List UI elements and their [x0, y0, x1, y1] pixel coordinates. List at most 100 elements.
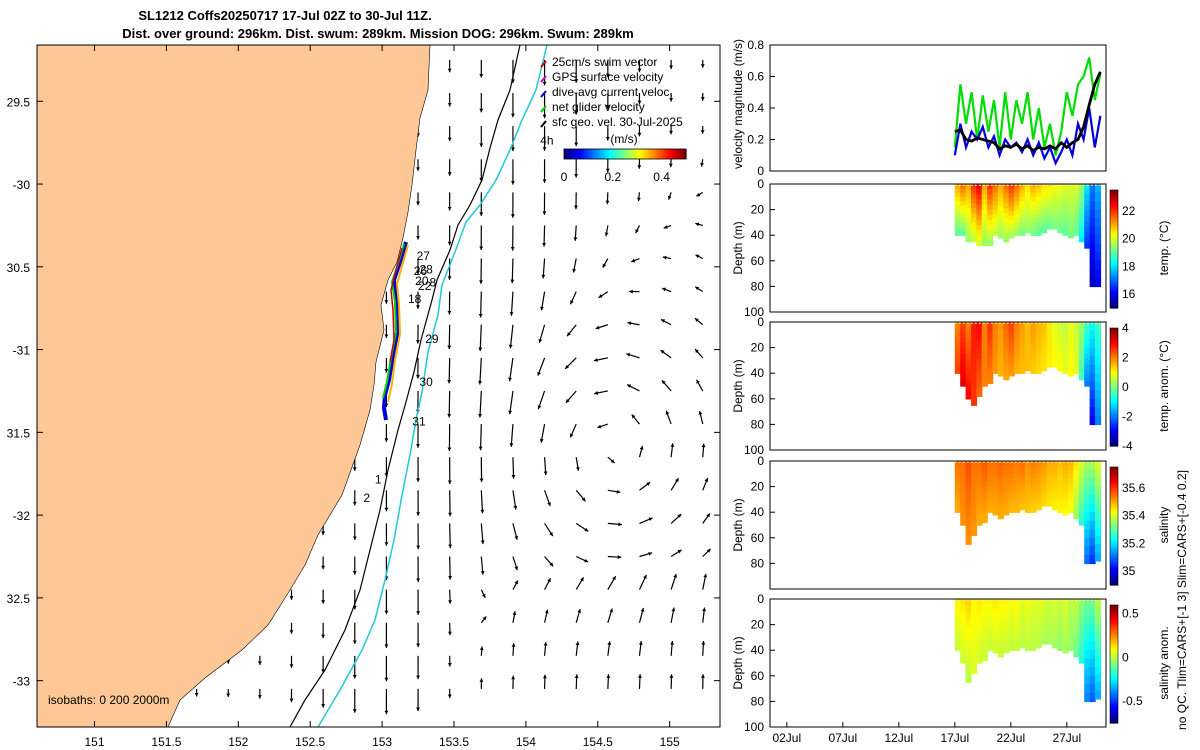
heatmap-cell: [998, 514, 1004, 520]
heatmap-cell: [1025, 220, 1031, 225]
heatmap-cell: [966, 537, 972, 545]
heatmap-cell: [976, 472, 982, 478]
heatmap-cell: [1090, 642, 1096, 651]
heatmap-cell: [1057, 358, 1063, 363]
heatmap-cell: [1068, 625, 1074, 630]
map-x-tick-label: 154.5: [583, 735, 613, 749]
heatmap-cell: [1073, 604, 1079, 610]
heatmap-cell: [993, 210, 999, 215]
heatmap-cell: [1020, 326, 1026, 331]
heatmap-cell: [1009, 353, 1015, 358]
heatmap-cell: [1079, 198, 1085, 204]
heatmap-cell: [1057, 196, 1063, 201]
heatmap-cell: [1068, 495, 1074, 500]
heatmap-cell: [1068, 335, 1074, 340]
heatmap-cell: [1009, 211, 1015, 216]
heatmap-cell: [971, 232, 977, 238]
heatmap-cell: [1090, 608, 1096, 617]
heatmap-cell: [1030, 365, 1036, 370]
heatmap-cell: [1003, 222, 1009, 228]
heatmap-cell: [982, 640, 988, 646]
heatmap-cell: [1073, 210, 1079, 215]
heatmap-cell: [1084, 243, 1090, 249]
heatmap-cell: [982, 375, 988, 381]
heatmap-cell: [955, 633, 961, 638]
heatmap-cell: [1079, 514, 1085, 520]
heatmap-cell: [955, 612, 961, 617]
heatmap-colorbar-tick: -4: [1122, 439, 1133, 453]
heatmap-cell: [976, 604, 982, 610]
heatmap-cell: [966, 213, 972, 219]
heatmap-cell: [1079, 351, 1085, 357]
heatmap-cell: [1036, 493, 1042, 498]
map-colorbar-tick: 0: [561, 170, 568, 184]
heatmap-cell: [1020, 502, 1026, 507]
heatmap-cell: [1036, 214, 1042, 219]
heatmap-cell: [966, 523, 972, 531]
heatmap-cell: [1025, 192, 1031, 197]
heatmap-cell: [1025, 646, 1031, 651]
heatmap-cell: [1020, 506, 1026, 511]
heatmap-cell: [982, 235, 988, 241]
heatmap-cell: [1025, 330, 1031, 335]
heatmap-cell: [1079, 341, 1085, 347]
heatmap-cell: [1014, 326, 1020, 331]
heatmap-cell: [982, 189, 988, 195]
heatmap-cell: [1020, 631, 1026, 636]
heatmap-cell: [1036, 188, 1042, 193]
heatmap-cell: [1036, 222, 1042, 227]
heatmap-cell: [1030, 612, 1036, 617]
heatmap-cell: [1014, 482, 1020, 487]
heatmap-cell: [960, 504, 966, 510]
heatmap-cell: [1095, 261, 1101, 270]
heatmap-cell: [1073, 343, 1079, 348]
heatmap-cell: [1063, 348, 1069, 353]
heatmap-cell: [955, 201, 961, 206]
heatmap-colorbar-label: salinity: [1157, 507, 1171, 544]
heatmap-cell: [1025, 504, 1031, 509]
heatmap-cell: [1030, 331, 1036, 336]
heatmap-cell: [1030, 214, 1036, 219]
heatmap-cell: [971, 237, 977, 243]
heatmap-cell: [993, 360, 999, 365]
day-label: 2: [363, 491, 370, 505]
heatmap-cell: [1036, 348, 1042, 353]
heatmap-cell: [1095, 632, 1101, 641]
heatmap-cell: [1052, 603, 1058, 608]
heatmap-cell: [960, 370, 966, 376]
heatmap-cell: [1025, 508, 1031, 513]
heatmap-cell: [1009, 478, 1015, 483]
heatmap-cell: [1063, 197, 1069, 202]
heatmap-cell: [1068, 637, 1074, 642]
heatmap-cell: [987, 474, 993, 479]
heatmap-cell: [1090, 193, 1096, 202]
heatmap-cell: [960, 488, 966, 494]
heatmap-cell: [987, 608, 993, 613]
heatmap-cell: [1073, 339, 1079, 344]
heatmap-cell: [1009, 499, 1015, 504]
heatmap-cell: [993, 483, 999, 488]
heatmap-cell: [1041, 354, 1047, 359]
heatmap-cell: [1079, 189, 1085, 195]
heatmap-cell: [982, 497, 988, 503]
day-label: 22: [418, 279, 432, 293]
heatmap-cell: [1063, 465, 1069, 470]
heatmap-cell: [1057, 625, 1063, 630]
heatmap-cell: [1084, 633, 1090, 642]
heatmap-cell: [1084, 343, 1090, 349]
heatmap-cell: [1025, 642, 1031, 647]
heatmap-cell: [993, 188, 999, 193]
heatmap-cell: [998, 220, 1004, 225]
heatmap-cell: [987, 210, 993, 216]
map-y-tick-label: 31.5: [7, 426, 31, 440]
heatmap-cell: [960, 197, 966, 202]
heatmap-cell: [1041, 342, 1047, 347]
time-tick-label: 07Jul: [828, 731, 857, 745]
heatmap-cell: [1025, 342, 1031, 347]
heatmap-cell: [1003, 483, 1009, 488]
heatmap-cell: [1079, 477, 1085, 483]
heatmap-cell: [1014, 625, 1020, 630]
heatmap-cell: [1079, 520, 1085, 526]
heatmap-cell: [1063, 644, 1069, 649]
heatmap-cell: [1084, 359, 1090, 365]
